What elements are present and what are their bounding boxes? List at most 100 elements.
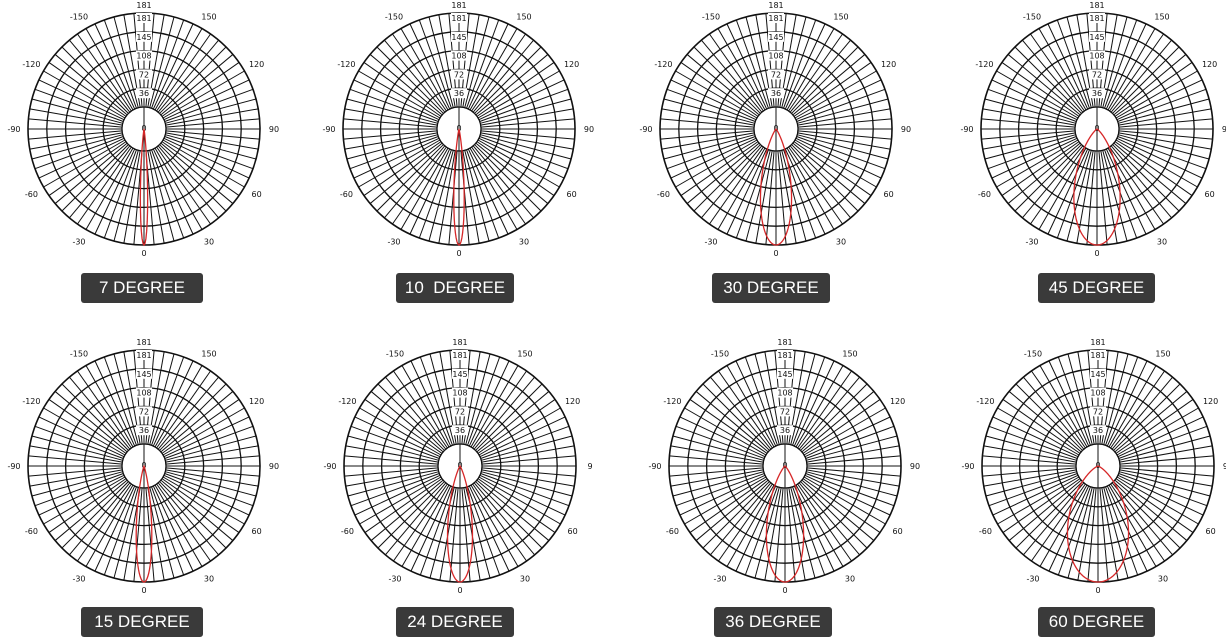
grid-spoke	[1115, 399, 1194, 454]
grid-spoke	[1001, 62, 1080, 117]
angle-tick-label: 90	[910, 462, 920, 471]
grid-spoke	[344, 108, 438, 126]
grid-spoke	[791, 46, 859, 114]
radial-tick-label-bg	[136, 387, 152, 398]
grid-spoke	[1002, 478, 1081, 533]
grid-spoke	[159, 144, 227, 212]
angle-tick-label: 181	[451, 1, 466, 10]
radial-tick-label-bg	[451, 88, 467, 99]
radial-tick-label: 72	[1093, 407, 1103, 416]
radial-tick-label: 36	[1093, 426, 1103, 435]
grid-spoke	[472, 483, 527, 562]
grid-spoke	[465, 353, 491, 445]
grid-spoke	[1110, 483, 1165, 562]
grid-spoke	[43, 407, 126, 456]
grid-spoke	[1030, 146, 1085, 225]
angle-tick-label: 90	[1223, 462, 1226, 471]
grid-spoke	[384, 145, 446, 219]
radial-tick-label-bg	[768, 69, 784, 80]
grid-spoke	[789, 145, 851, 219]
grid-spoke	[480, 132, 574, 150]
grid-spoke	[1115, 478, 1194, 533]
angle-tick-label: 60	[567, 527, 577, 536]
angle-tick-label: 30	[520, 575, 530, 584]
grid-spoke	[469, 28, 518, 111]
grid-spoke	[156, 33, 211, 112]
grid-spoke	[428, 150, 454, 242]
grid-spoke	[718, 370, 773, 449]
grid-spoke	[94, 360, 136, 447]
grid-spoke	[462, 150, 480, 244]
grid-spoke	[165, 455, 260, 465]
radial-tick-label: 145	[136, 370, 151, 379]
radial-tick-label: 72	[139, 70, 149, 79]
grid-spoke	[985, 471, 1077, 497]
grid-spoke	[1107, 28, 1156, 111]
grid-spoke	[788, 146, 843, 225]
grid-spoke	[473, 376, 535, 450]
grid-spoke	[1109, 33, 1164, 112]
grid-spoke	[1038, 28, 1087, 111]
grid-spoke	[1023, 482, 1085, 556]
grid-spoke	[409, 23, 451, 110]
grid-spoke	[1105, 23, 1147, 110]
radial-tick-label: 181	[1090, 351, 1105, 360]
grid-spoke	[410, 485, 452, 572]
grid-spoke	[54, 54, 128, 116]
grid-spoke	[48, 399, 127, 454]
grid-spoke	[790, 353, 816, 445]
radial-tick-label: 108	[452, 389, 467, 398]
angle-tick-label: 60	[566, 190, 576, 199]
radial-tick-label-bg	[777, 425, 793, 436]
grid-spoke	[29, 108, 123, 126]
chart-title-badge: 15 DEGREE	[81, 607, 203, 637]
grid-spoke	[159, 481, 227, 549]
grid-spoke	[77, 483, 132, 562]
grid-spoke	[149, 150, 175, 242]
angle-tick-label: -90	[323, 462, 336, 471]
radial-tick-label-bg	[1090, 350, 1106, 360]
angle-tick-label: -120	[22, 60, 40, 69]
grid-spoke	[480, 108, 574, 126]
grid-spoke	[149, 353, 175, 445]
grid-spoke	[165, 469, 259, 487]
grid-spoke	[94, 148, 136, 235]
grid-spoke	[790, 487, 816, 579]
grid-spoke	[735, 19, 769, 109]
grid-spoke	[29, 132, 123, 150]
grid-spoke	[429, 353, 455, 445]
grid-spoke	[28, 130, 123, 140]
grid-spoke	[801, 479, 875, 541]
grid-spoke	[54, 479, 128, 541]
angle-tick-label: 90	[1222, 125, 1226, 134]
grid-spoke	[717, 147, 766, 230]
radial-tick-label-bg	[1090, 425, 1106, 436]
grid-spoke	[165, 445, 259, 463]
radial-tick-label-bg	[452, 387, 468, 398]
grid-spoke	[987, 136, 1077, 170]
grid-spoke	[466, 19, 500, 109]
grid-spoke	[29, 445, 123, 463]
grid-spoke	[788, 33, 843, 112]
grid-spoke	[145, 487, 155, 582]
grid-spoke	[61, 383, 129, 451]
grid-spoke	[670, 445, 764, 463]
grid-spoke	[1114, 141, 1193, 196]
grid-spoke	[786, 147, 835, 230]
grid-spoke	[469, 147, 518, 230]
radial-tick-label-bg	[136, 425, 152, 436]
grid-spoke	[103, 19, 137, 109]
angle-tick-label: 150	[842, 349, 857, 358]
radial-tick-label: 145	[451, 33, 466, 42]
grid-spoke	[113, 150, 139, 242]
grid-spoke	[1110, 145, 1172, 219]
grid-spoke	[163, 137, 250, 179]
angle-tick-label: 60	[251, 190, 261, 199]
grid-spoke	[477, 139, 560, 188]
radial-tick-label: 181	[1089, 14, 1104, 23]
grid-spoke	[745, 16, 771, 108]
grid-spoke	[477, 399, 556, 454]
grid-spoke	[154, 28, 203, 111]
center-label: 0	[141, 124, 146, 133]
